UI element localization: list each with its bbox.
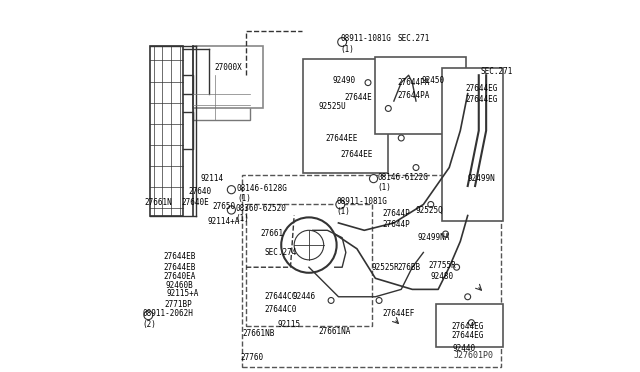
Text: 27661NA: 27661NA [318,327,351,336]
Text: SEC.271: SEC.271 [481,67,513,76]
Circle shape [294,230,324,260]
Circle shape [468,320,474,326]
Text: 27644EB: 27644EB [163,251,195,261]
Text: 27650: 27650 [213,202,236,211]
Text: 27644PA: 27644PA [397,78,430,87]
Text: 27661N: 27661N [145,198,172,207]
FancyBboxPatch shape [193,75,250,119]
Text: 27644E: 27644E [344,93,372,102]
Text: 08146-6128G
(1): 08146-6128G (1) [237,184,288,203]
Text: 27644CC: 27644CC [264,292,297,301]
Text: 27644EG: 27644EG [451,331,483,340]
Circle shape [227,186,236,194]
Circle shape [369,174,378,183]
Text: 2771BP: 2771BP [165,300,193,309]
Circle shape [398,135,404,141]
Text: 27661: 27661 [261,230,284,238]
Text: 08911-1081G
(1): 08911-1081G (1) [337,197,387,216]
Circle shape [365,80,371,86]
Text: 92525U: 92525U [318,102,346,111]
Text: 27640EA: 27640EA [163,272,195,281]
Circle shape [336,200,345,209]
FancyBboxPatch shape [150,46,184,215]
Text: 92115: 92115 [278,320,301,329]
Circle shape [328,298,334,304]
Text: 92525R: 92525R [372,263,399,272]
Circle shape [465,294,470,300]
Circle shape [338,38,347,46]
Text: 27644P: 27644P [383,220,410,229]
Text: 92480: 92480 [431,272,454,281]
Text: 27644EE: 27644EE [326,134,358,142]
Text: 27000X: 27000X [215,63,243,72]
Circle shape [227,206,236,214]
Circle shape [443,231,449,237]
Text: 92450: 92450 [422,76,445,85]
Text: J27601P0: J27601P0 [454,350,493,359]
Text: 27644EG: 27644EG [451,322,483,331]
Circle shape [281,217,337,273]
Text: 27644EF: 27644EF [383,309,415,318]
Circle shape [144,311,153,320]
Text: 27640: 27640 [189,187,212,196]
FancyBboxPatch shape [376,57,466,134]
Text: 92114+A: 92114+A [207,217,240,225]
Text: 92114: 92114 [200,174,223,183]
Text: 92525Q: 92525Q [416,205,444,215]
Text: 27640E: 27640E [182,198,209,207]
Text: 92460B: 92460B [166,281,193,290]
FancyBboxPatch shape [303,59,388,173]
Text: 92440: 92440 [453,344,476,353]
Text: 92499N: 92499N [468,174,495,183]
Text: 08911-2062H
(2): 08911-2062H (2) [143,309,194,328]
Text: 27661NB: 27661NB [243,329,275,338]
Circle shape [376,298,382,304]
Text: 92446: 92446 [292,292,316,301]
Text: 92115+A: 92115+A [167,289,199,298]
FancyBboxPatch shape [442,68,503,221]
Text: 27644EE: 27644EE [340,150,372,159]
Circle shape [413,164,419,170]
Text: SEC.271: SEC.271 [397,34,430,43]
Text: 08146-6122G
(1): 08146-6122G (1) [377,173,428,192]
Text: 92490: 92490 [333,76,356,85]
Text: 27644C0: 27644C0 [264,305,297,314]
Text: SEC.274: SEC.274 [264,248,297,257]
Circle shape [428,202,434,208]
Text: 27644EG: 27644EG [466,95,498,104]
FancyBboxPatch shape [436,304,503,347]
FancyBboxPatch shape [193,46,263,109]
Text: 27644P: 27644P [383,209,410,218]
Text: 276BB: 276BB [397,263,420,272]
Text: 08911-1081G
(1): 08911-1081G (1) [340,34,391,54]
Text: 08360-62520
(1): 08360-62520 (1) [235,204,286,224]
Circle shape [454,264,460,270]
Text: 27644EB: 27644EB [163,263,195,272]
Text: 27644EG: 27644EG [466,84,498,93]
Text: 27644PA: 27644PA [397,91,430,100]
Circle shape [385,106,391,112]
Text: 27760: 27760 [241,353,264,362]
Text: 92499NA: 92499NA [418,233,450,242]
Text: 27755R: 27755R [429,261,457,270]
